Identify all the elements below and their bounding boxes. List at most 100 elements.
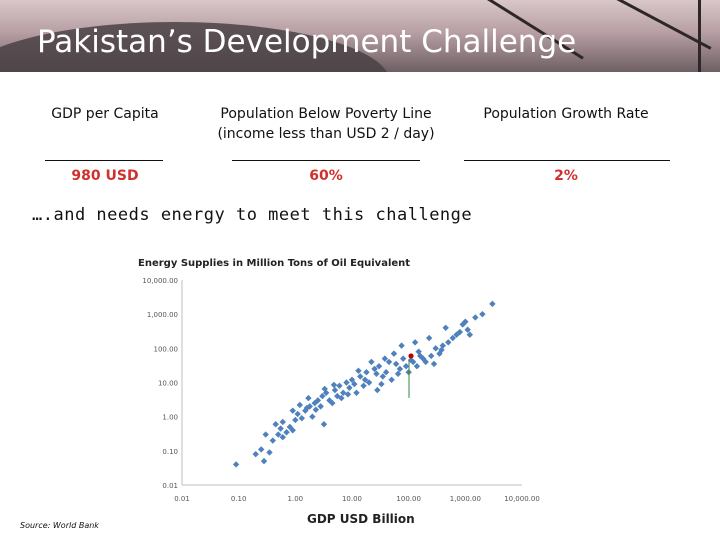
data-point bbox=[466, 331, 474, 338]
data-point bbox=[269, 437, 276, 444]
y-tick-label: 1,000.00 bbox=[147, 311, 178, 319]
data-point bbox=[338, 394, 345, 402]
data-point bbox=[294, 410, 301, 418]
x-tick-label: 100.00 bbox=[396, 495, 421, 503]
data-point bbox=[360, 382, 367, 390]
data-point bbox=[357, 373, 364, 380]
data-point bbox=[379, 373, 387, 380]
x-tick-label: 0.10 bbox=[231, 495, 247, 503]
data-point bbox=[438, 346, 445, 354]
stat-poverty-rule bbox=[232, 160, 420, 161]
data-point bbox=[353, 389, 360, 396]
data-point bbox=[378, 380, 385, 388]
slide-title: Pakistan’s Development Challenge bbox=[37, 24, 577, 60]
highlight-point bbox=[408, 353, 414, 359]
data-point bbox=[329, 399, 336, 407]
data-point bbox=[312, 406, 320, 413]
data-point bbox=[402, 362, 410, 370]
data-point bbox=[344, 391, 352, 398]
data-point bbox=[479, 310, 486, 318]
data-point bbox=[417, 352, 424, 360]
data-point bbox=[456, 328, 464, 336]
data-point bbox=[442, 324, 449, 331]
data-point bbox=[394, 370, 402, 377]
data-point bbox=[343, 379, 350, 386]
stat-growth-value: 2% bbox=[554, 168, 578, 184]
data-point bbox=[382, 369, 390, 376]
data-point bbox=[392, 360, 400, 368]
data-point bbox=[283, 429, 290, 436]
data-point bbox=[430, 360, 438, 368]
y-tick-label: 100.00 bbox=[154, 345, 179, 353]
stat-gdp-rule bbox=[45, 160, 163, 161]
stat-poverty-label: Population Below Poverty Line (income le… bbox=[217, 106, 435, 142]
x-tick-label: 0.01 bbox=[174, 495, 190, 503]
data-point bbox=[302, 407, 309, 414]
data-point bbox=[296, 401, 304, 409]
source-note: Source: World Bank bbox=[20, 521, 99, 530]
data-point bbox=[336, 382, 343, 390]
data-point bbox=[289, 427, 296, 434]
data-point bbox=[311, 399, 318, 407]
data-point bbox=[365, 379, 373, 386]
data-point bbox=[399, 355, 407, 362]
data-points bbox=[232, 300, 496, 468]
data-point bbox=[453, 331, 460, 338]
power-line-graphic bbox=[560, 0, 712, 50]
data-point bbox=[472, 314, 479, 321]
data-point bbox=[351, 380, 358, 388]
scatter-chart: 0.01 0.10 1.00 10.00 100.00 1,000.00 10,000.00… bbox=[142, 277, 540, 503]
data-point bbox=[330, 381, 338, 389]
data-point bbox=[462, 318, 469, 325]
data-point bbox=[252, 450, 259, 458]
data-point bbox=[398, 342, 405, 349]
data-point bbox=[385, 358, 393, 366]
data-point bbox=[361, 376, 369, 383]
data-point bbox=[373, 370, 380, 377]
chart-title: Energy Supplies in Million Tons of Oil E… bbox=[138, 258, 411, 269]
data-point bbox=[272, 421, 279, 428]
data-point bbox=[422, 358, 429, 366]
y-tick-label: 10,000.00 bbox=[142, 277, 178, 285]
y-tick-label: 1.00 bbox=[162, 414, 178, 422]
y-tick-label: 0.10 bbox=[162, 448, 178, 456]
data-point bbox=[449, 334, 456, 342]
data-point bbox=[428, 352, 435, 360]
data-point bbox=[306, 403, 313, 410]
data-point bbox=[368, 358, 375, 366]
data-point bbox=[258, 446, 265, 453]
y-tick-label: 0.01 bbox=[162, 482, 178, 490]
power-pole-graphic bbox=[698, 0, 701, 72]
title-banner bbox=[0, 0, 720, 72]
data-point bbox=[266, 449, 273, 456]
data-point bbox=[375, 362, 383, 370]
data-point bbox=[309, 413, 316, 420]
tagline: ….and needs energy to meet this challeng… bbox=[32, 205, 473, 225]
data-point bbox=[331, 386, 339, 394]
x-tick-label: 1.00 bbox=[288, 495, 304, 503]
data-point bbox=[346, 384, 353, 391]
data-point bbox=[320, 421, 328, 428]
data-point bbox=[381, 355, 389, 362]
x-axis-label: GDP USD Billion bbox=[307, 512, 415, 526]
stat-gdp-label: GDP per Capita bbox=[51, 106, 159, 122]
x-tick-label: 10,000.00 bbox=[504, 495, 540, 503]
stat-growth-label: Population Growth Rate bbox=[483, 106, 649, 122]
data-point bbox=[413, 362, 421, 370]
data-point bbox=[277, 425, 284, 432]
data-point bbox=[279, 434, 286, 441]
data-point bbox=[232, 461, 240, 468]
data-point bbox=[340, 389, 347, 396]
data-point bbox=[425, 334, 433, 342]
data-point bbox=[279, 418, 286, 426]
data-point bbox=[432, 345, 439, 352]
data-point bbox=[355, 367, 362, 375]
data-point bbox=[411, 339, 419, 346]
pakistan-highlight bbox=[408, 353, 414, 398]
data-point bbox=[348, 376, 356, 383]
data-point bbox=[317, 403, 324, 410]
data-point bbox=[275, 431, 282, 438]
data-point bbox=[363, 369, 370, 376]
data-point bbox=[388, 376, 395, 383]
data-point bbox=[390, 350, 398, 357]
